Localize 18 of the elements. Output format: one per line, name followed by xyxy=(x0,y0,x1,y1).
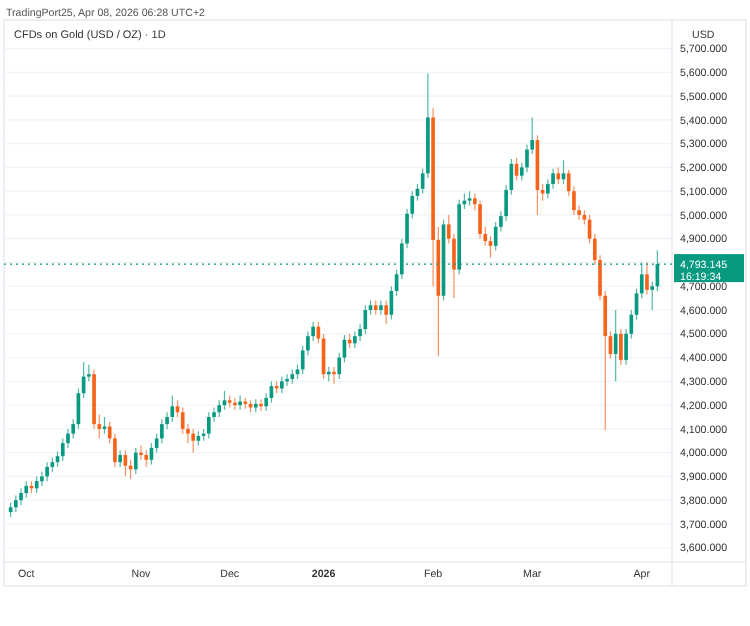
candlestick xyxy=(645,261,649,296)
candlestick xyxy=(170,395,175,423)
candlestick xyxy=(206,411,211,439)
candlestick xyxy=(180,406,185,435)
candlestick xyxy=(379,299,383,316)
candlestick xyxy=(19,487,23,506)
candlestick xyxy=(45,461,49,482)
candlestick xyxy=(133,447,138,475)
candlestick xyxy=(60,437,65,462)
candlestick xyxy=(478,200,482,240)
candlestick xyxy=(191,428,195,454)
candlestick xyxy=(363,304,368,335)
candlestick xyxy=(619,328,623,366)
candlestick xyxy=(238,395,242,411)
candlestick xyxy=(384,299,388,325)
candlestick xyxy=(353,330,357,349)
candlestick xyxy=(551,167,555,190)
candlestick xyxy=(118,449,122,468)
